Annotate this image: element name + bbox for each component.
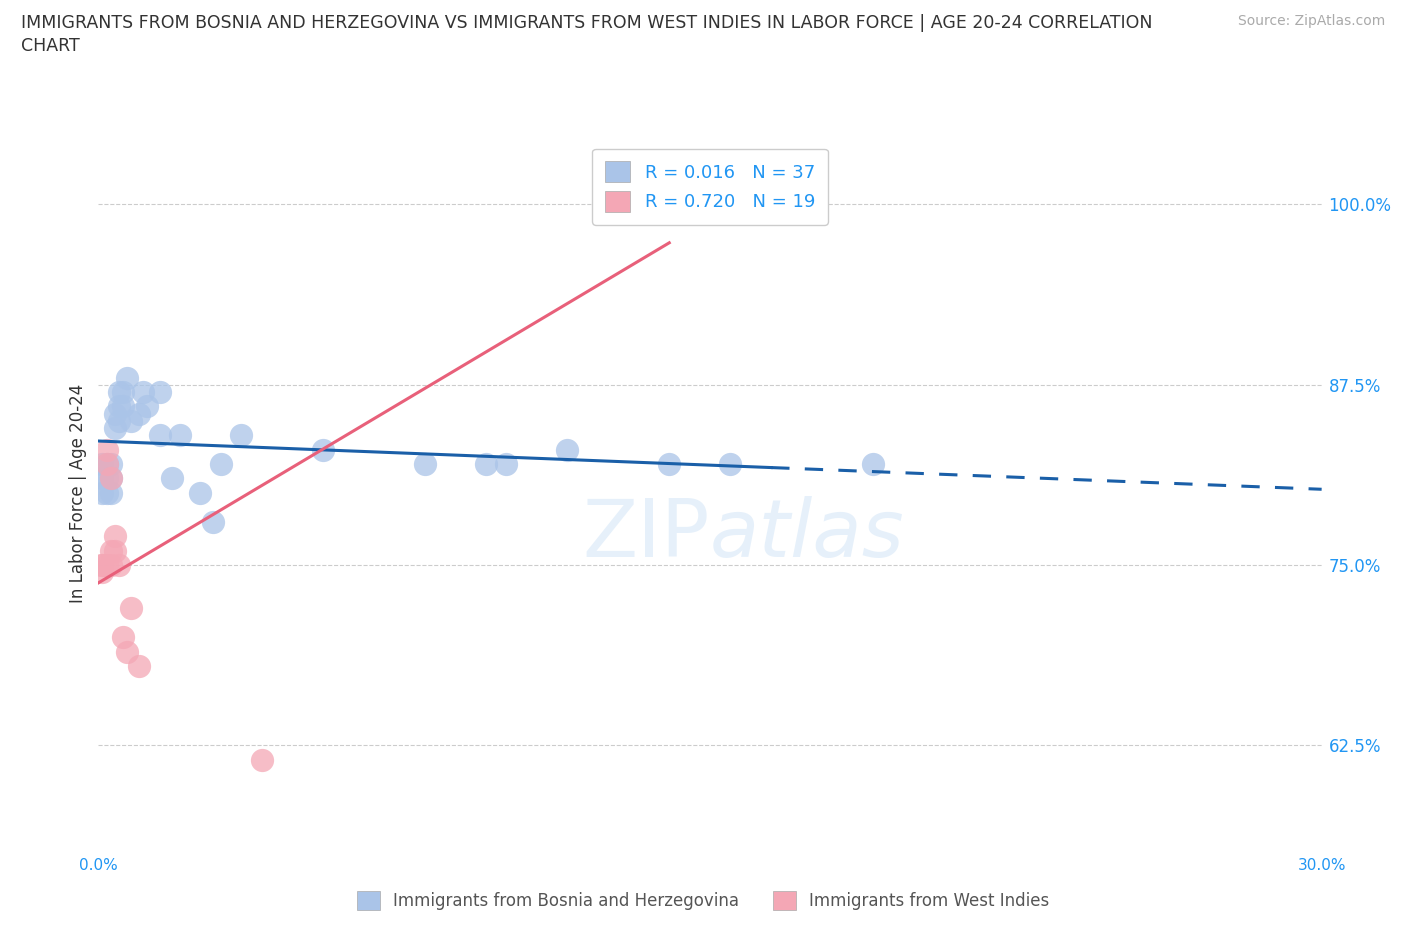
Point [91, 558, 114, 573]
Point [132, 384, 155, 399]
Point [91, 565, 114, 579]
Point [111, 384, 134, 399]
Point [720, 457, 742, 472]
Text: 0.0%: 0.0% [79, 857, 118, 873]
Point [96, 558, 118, 573]
Point [91, 471, 114, 485]
Point [96, 485, 118, 500]
Point [188, 485, 212, 500]
Text: 30.0%: 30.0% [1298, 857, 1346, 873]
Point [104, 529, 127, 544]
Point [108, 399, 131, 414]
Point [169, 428, 191, 443]
Point [111, 630, 134, 644]
Point [136, 399, 159, 414]
Point [474, 457, 498, 472]
Point [100, 485, 122, 500]
Point [115, 370, 138, 385]
Text: atlas: atlas [710, 497, 905, 575]
Point [108, 558, 131, 573]
Point [91, 457, 114, 472]
Point [209, 457, 232, 472]
Y-axis label: In Labor Force | Age 20-24: In Labor Force | Age 20-24 [69, 383, 87, 603]
Point [111, 399, 134, 414]
Point [201, 514, 224, 529]
Point [96, 457, 118, 472]
Point [312, 442, 335, 457]
Point [658, 457, 681, 472]
Point [862, 457, 884, 472]
Point [149, 384, 172, 399]
Text: ZIP: ZIP [582, 497, 710, 575]
Legend: Immigrants from Bosnia and Herzegovina, Immigrants from West Indies: Immigrants from Bosnia and Herzegovina, … [350, 884, 1056, 917]
Point [250, 752, 273, 767]
Point [108, 413, 131, 428]
Point [104, 406, 127, 421]
Point [100, 471, 122, 485]
Point [96, 471, 118, 485]
Point [495, 457, 517, 472]
Point [149, 428, 172, 443]
Text: IMMIGRANTS FROM BOSNIA AND HERZEGOVINA VS IMMIGRANTS FROM WEST INDIES IN LABOR F: IMMIGRANTS FROM BOSNIA AND HERZEGOVINA V… [21, 14, 1153, 32]
Point [100, 471, 122, 485]
Point [128, 406, 150, 421]
Point [638, 197, 661, 212]
Point [128, 658, 150, 673]
Point [91, 485, 114, 500]
Point [91, 558, 114, 573]
Point [231, 428, 253, 443]
Point [413, 457, 436, 472]
Text: CHART: CHART [21, 37, 80, 55]
Legend: R = 0.016   N = 37, R = 0.720   N = 19: R = 0.016 N = 37, R = 0.720 N = 19 [592, 149, 828, 224]
Point [658, 197, 681, 212]
Point [120, 413, 142, 428]
Point [100, 457, 122, 472]
Point [104, 543, 127, 558]
Point [100, 543, 122, 558]
Point [115, 644, 138, 659]
Point [557, 442, 579, 457]
Point [120, 601, 142, 616]
Text: Source: ZipAtlas.com: Source: ZipAtlas.com [1237, 14, 1385, 28]
Point [96, 442, 118, 457]
Point [104, 420, 127, 435]
Point [160, 471, 183, 485]
Point [108, 384, 131, 399]
Point [96, 457, 118, 472]
Point [100, 558, 122, 573]
